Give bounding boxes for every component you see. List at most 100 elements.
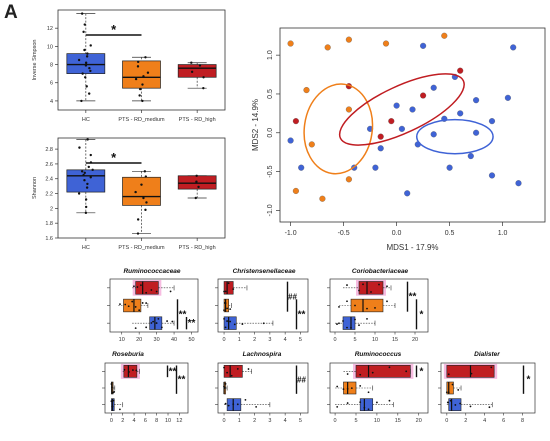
data-point	[83, 179, 86, 182]
data-point	[469, 405, 472, 408]
box	[358, 281, 384, 295]
data-point	[166, 320, 168, 322]
data-point	[134, 77, 138, 81]
y-axis-label: Inverse Simpson	[32, 40, 38, 81]
data-point	[226, 307, 229, 310]
data-point	[457, 389, 460, 391]
data-point	[449, 399, 452, 402]
data-point	[358, 324, 360, 327]
data-point	[145, 302, 148, 304]
x-tick-label: 2	[464, 418, 467, 424]
scatter-point	[292, 118, 299, 125]
data-point	[459, 402, 461, 405]
x-tick-label: 4	[133, 418, 136, 424]
hbox-ruminococcaceae: Ruminococcaceae 10 20 30 40 50 ****	[107, 268, 199, 343]
scatter-point	[457, 67, 464, 74]
data-point	[350, 387, 353, 390]
scatter-point	[292, 187, 299, 195]
data-point	[127, 305, 130, 308]
data-point	[150, 289, 153, 291]
data-point	[110, 383, 113, 385]
x-tick-label: 6	[144, 418, 147, 424]
data-point	[141, 99, 144, 103]
x-tick-label: PTS - RD_high	[179, 117, 216, 123]
x-tick-label: 6	[502, 418, 505, 424]
scatter-point	[377, 145, 384, 152]
hbox-christensenellaceae: Christensenellaceae 0 1 2 3 4 5 ##**	[215, 268, 309, 343]
scatter-point	[430, 84, 437, 91]
data-point	[230, 374, 233, 377]
box	[177, 64, 217, 78]
x-tick-label: 20	[412, 337, 418, 343]
data-point	[140, 284, 142, 287]
data-point	[224, 290, 227, 293]
data-point	[223, 309, 225, 312]
y-tick-label: 4	[50, 99, 53, 105]
scatter-point	[420, 42, 427, 49]
x-tick-label: 8	[155, 418, 158, 424]
data-point	[84, 205, 88, 209]
x-tick-label: 0	[110, 418, 113, 424]
scatter-point	[303, 87, 310, 94]
data-point	[86, 52, 89, 55]
y-tick-label: 8	[50, 63, 53, 69]
significance-star: *	[111, 150, 117, 165]
y-tick-label: -0.5	[267, 165, 274, 177]
significance-star: **	[179, 309, 187, 320]
data-point	[358, 289, 360, 292]
significance-hash: ##	[288, 293, 297, 302]
significance-hash: ##	[297, 376, 306, 385]
data-point	[346, 402, 349, 404]
data-point	[136, 286, 139, 288]
data-point	[141, 83, 144, 86]
box	[226, 398, 242, 411]
data-point	[224, 402, 227, 405]
scatter-point	[345, 176, 352, 183]
data-point	[446, 401, 449, 404]
data-point	[113, 391, 116, 393]
scatter-point	[393, 102, 400, 109]
x-tick-label: 0.0	[392, 230, 402, 237]
x-tick-label: 40	[171, 337, 177, 343]
data-point	[84, 198, 88, 201]
data-point	[133, 285, 135, 288]
data-point	[226, 320, 229, 322]
data-point	[354, 318, 356, 321]
data-point	[338, 322, 340, 325]
data-point	[247, 368, 250, 370]
taxon-title: Ruminococcus	[355, 351, 402, 358]
data-point	[223, 290, 225, 293]
data-point	[83, 171, 86, 175]
data-point	[123, 368, 126, 371]
box	[135, 281, 159, 295]
scatter-point	[473, 129, 480, 136]
data-point	[110, 400, 113, 403]
scatter-point	[388, 118, 395, 125]
data-point	[190, 70, 194, 74]
data-point	[405, 370, 408, 373]
data-point	[145, 291, 148, 294]
scatter-point	[467, 152, 474, 160]
box	[123, 298, 142, 313]
data-point	[366, 318, 368, 320]
data-point	[169, 290, 172, 293]
x-tick-label: 5	[354, 418, 357, 424]
scatter-point	[345, 106, 352, 113]
data-point	[144, 56, 147, 59]
data-point	[80, 99, 83, 103]
scatter-point	[488, 172, 496, 179]
data-point	[336, 385, 339, 388]
data-point	[80, 170, 84, 173]
data-point	[346, 300, 348, 303]
data-point	[198, 64, 202, 67]
x-tick-label: 8	[521, 418, 524, 424]
data-point	[490, 366, 493, 369]
data-point	[155, 322, 158, 324]
y-tick-label: 1.0	[267, 50, 274, 60]
data-point	[136, 218, 140, 221]
data-point	[223, 385, 225, 388]
data-point	[262, 322, 265, 325]
x-tick-label: 4	[284, 337, 287, 343]
data-point	[202, 86, 205, 90]
data-point	[236, 368, 239, 370]
